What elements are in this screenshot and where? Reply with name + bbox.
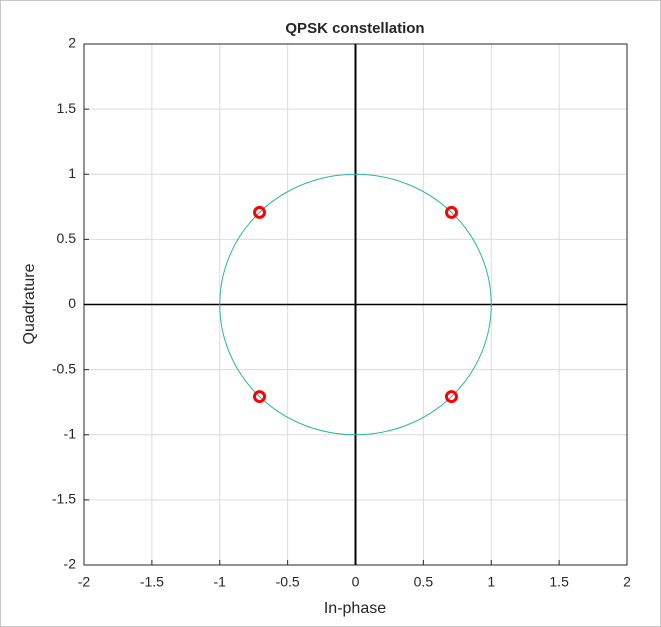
reference-circle (219, 173, 492, 436)
point (253, 205, 267, 219)
chart-title: QPSK constellation (285, 20, 424, 37)
x-axis-label: In-phase (324, 600, 386, 617)
y-axis-label: Quadrature (21, 263, 38, 344)
y-tick-label: -1.5 (52, 491, 76, 507)
x-tick-label: -1 (214, 574, 227, 590)
x-tick-label: 0 (352, 574, 360, 590)
y-tick-label: 1 (68, 165, 76, 181)
point (444, 205, 458, 219)
y-tick-label: -1 (64, 425, 77, 441)
y-tick-label: -0.5 (52, 360, 76, 376)
y-tick-label: -2 (64, 556, 77, 572)
x-tick-label: 2 (623, 574, 631, 590)
x-tick-label: -2 (78, 574, 91, 590)
x-tick-label: -0.5 (276, 574, 300, 590)
y-tick-label: 2 (68, 35, 76, 51)
x-tick-label: 1.5 (549, 574, 569, 590)
point (253, 390, 267, 404)
y-tick-label: 0 (68, 295, 76, 311)
y-tick-label: 0.5 (57, 230, 77, 246)
point (444, 390, 458, 404)
x-tick-label: 1 (487, 574, 495, 590)
x-tick-label: 0.5 (414, 574, 434, 590)
x-tick-label: -1.5 (140, 574, 164, 590)
y-tick-label: 1.5 (57, 100, 77, 116)
